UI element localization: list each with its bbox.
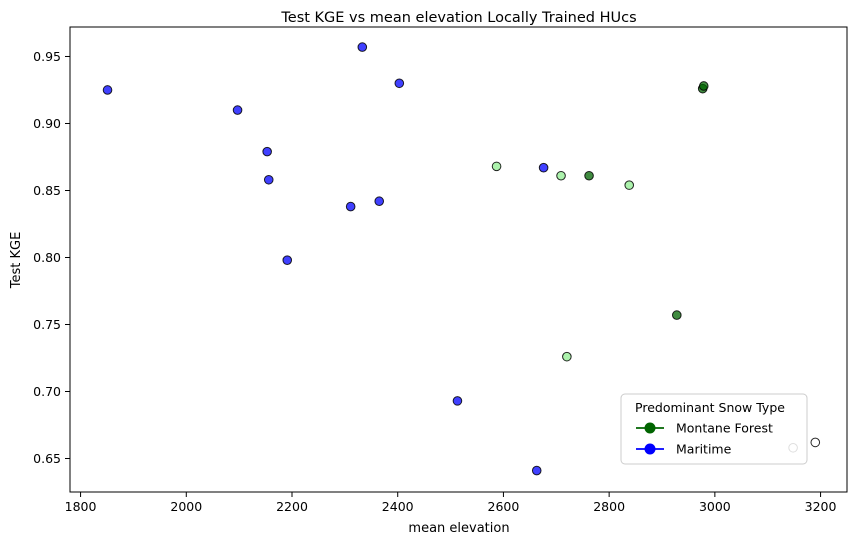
data-point [282,255,293,265]
x-tick-label: 2800 [593,499,625,514]
data-point [232,105,243,115]
x-tick-label: 2000 [170,499,202,514]
data-point [262,146,272,157]
y-axis-label: Test KGE [9,232,24,290]
y-tick-label: 0.90 [33,116,61,131]
data-point [345,201,356,212]
y-tick-label: 0.75 [33,317,61,332]
data-point [263,174,274,185]
x-tick-label: 3000 [699,499,731,514]
y-tick-label: 0.80 [33,250,61,265]
y-tick-label: 0.70 [33,384,61,399]
data-point [452,396,463,406]
data-point [562,351,572,362]
legend-label-montane-forest: Montane Forest [676,421,773,436]
data-point [374,196,385,207]
data-point [357,42,368,52]
legend-marker-montane-forest [644,422,656,434]
data-point [394,78,405,89]
x-tick-label: 1800 [65,499,97,514]
chart-title: Test KGE vs mean elevation Locally Train… [280,10,636,26]
data-point [538,162,549,173]
y-tick-label: 0.65 [33,451,61,466]
y-tick-label: 0.85 [33,183,61,198]
y-tick-label: 0.95 [33,49,61,64]
x-tick-label: 2600 [488,499,520,514]
data-point [672,310,682,320]
plot-frame [69,26,848,493]
x-tick-label: 3200 [805,499,837,514]
data-point [810,437,821,448]
x-tick-label: 2200 [276,499,308,514]
x-axis-label: mean elevation [408,521,509,536]
legend-marker-maritime [644,443,656,455]
data-point [624,180,635,190]
legend: Predominant Snow Type Montane Forest Mar… [620,393,808,465]
data-point [584,170,594,181]
legend-label-maritime: Maritime [676,442,732,457]
x-tick-label: 2400 [382,499,414,514]
data-point [531,465,542,476]
legend-title: Predominant Snow Type [635,400,785,415]
data-point [102,85,113,95]
data-point [698,81,709,91]
data-point [491,161,502,172]
data-point [556,170,566,181]
legend-box [620,393,808,465]
